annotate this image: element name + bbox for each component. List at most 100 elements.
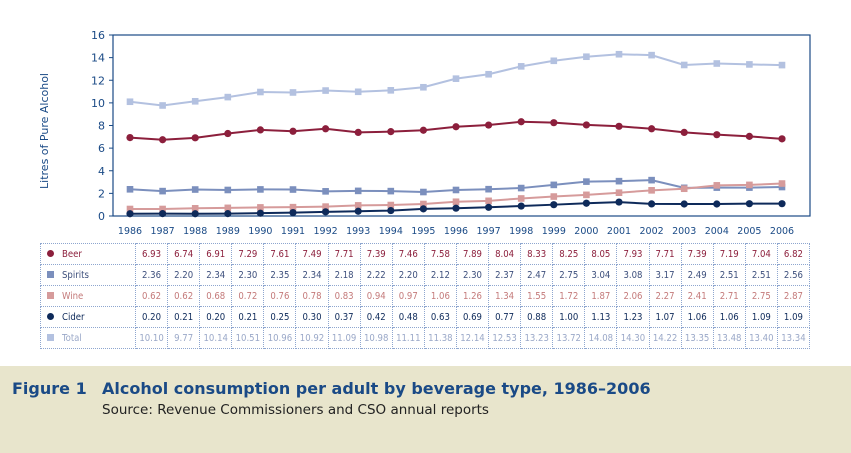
data-point [257, 126, 264, 133]
data-point [583, 53, 590, 60]
table-cell: 0.25 [264, 307, 296, 328]
series-name: Total [62, 333, 82, 344]
x-tick-label: 1997 [477, 226, 501, 237]
table-cell: 1.06 [713, 307, 745, 328]
x-tick-label: 2001 [607, 226, 631, 237]
data-point [485, 71, 492, 78]
y-tick-label: 8 [98, 120, 105, 133]
table-cell: 2.20 [168, 265, 200, 286]
table-cell: 14.22 [649, 328, 681, 349]
table-cell: 7.58 [424, 244, 456, 265]
table-cell: 1.34 [489, 286, 521, 307]
table-cell: 8.05 [585, 244, 617, 265]
data-point [648, 52, 655, 59]
data-point [452, 205, 459, 212]
table-cell: 6.93 [136, 244, 168, 265]
x-tick-label: 1988 [183, 226, 207, 237]
data-point [485, 204, 492, 211]
table-cell: 1.06 [424, 286, 456, 307]
table-cell: 2.36 [136, 265, 168, 286]
data-point [583, 121, 590, 128]
data-point [257, 210, 264, 217]
table-cell: 0.83 [328, 286, 360, 307]
table-cell: 2.30 [232, 265, 264, 286]
data-point [648, 200, 655, 207]
data-point [388, 87, 395, 94]
table-row: Beer 6.93 6.74 6.91 7.29 7.61 7.49 7.71 7.39 7.46… [41, 244, 810, 265]
x-tick-label: 1992 [314, 226, 338, 237]
data-point [192, 210, 199, 217]
chart-panel: 0 2 4 6 8 10 12 14 16 1986 1987 1988 1989 1990 1991 199… [0, 0, 851, 366]
data-point [746, 133, 753, 140]
data-point [550, 119, 557, 126]
data-point [681, 129, 688, 136]
table-cell: 2.87 [777, 286, 809, 307]
square-marker-icon [47, 292, 54, 299]
data-point [420, 189, 427, 196]
figure-source: Source: Revenue Commissioners and CSO an… [102, 402, 489, 418]
x-tick-label: 1999 [542, 226, 566, 237]
table-cell: 13.23 [521, 328, 553, 349]
data-point [290, 89, 297, 96]
data-point [518, 118, 525, 125]
table-row: Wine 0.62 0.62 0.68 0.72 0.76 0.78 0.83 0.94 0.97… [41, 286, 810, 307]
table-cell: 7.89 [456, 244, 488, 265]
table-cell: 13.40 [745, 328, 777, 349]
data-point [583, 178, 590, 185]
table-cell: 0.20 [200, 307, 232, 328]
series-name: Spirits [62, 270, 89, 281]
data-point [355, 208, 362, 215]
table-cell: 1.09 [745, 307, 777, 328]
square-marker-icon [47, 334, 54, 341]
data-point [485, 186, 492, 193]
table-row: Total 10.10 9.77 10.14 10.51 10.96 10.92 11.09 1… [41, 328, 810, 349]
x-tick-label: 1990 [248, 226, 272, 237]
x-tick-label: 1998 [509, 226, 533, 237]
x-tick-label: 1996 [444, 226, 468, 237]
table-cell: 3.17 [649, 265, 681, 286]
data-point [225, 187, 232, 194]
table-cell: 0.37 [328, 307, 360, 328]
table-cell: 0.76 [264, 286, 296, 307]
row-label: Total [41, 328, 136, 349]
data-point [355, 188, 362, 195]
table-cell: 0.21 [232, 307, 264, 328]
data-point [551, 57, 558, 64]
table-cell: 10.96 [264, 328, 296, 349]
figure-label: Figure 1 [12, 379, 87, 398]
table-cell: 1.06 [681, 307, 713, 328]
table-cell: 2.22 [360, 265, 392, 286]
table-cell: 2.12 [424, 265, 456, 286]
line-chart: 0 2 4 6 8 10 12 14 16 1986 1987 1988 1989 1990 1991 199… [0, 0, 851, 243]
series-name: Cider [62, 312, 85, 323]
x-tick-label: 2002 [640, 226, 664, 237]
data-point [126, 210, 133, 217]
table-cell: 2.51 [745, 265, 777, 286]
table-cell: 0.48 [392, 307, 424, 328]
table-cell: 13.48 [713, 328, 745, 349]
data-point [583, 192, 590, 199]
data-point [551, 193, 558, 200]
table-cell: 1.07 [649, 307, 681, 328]
table-cell: 7.61 [264, 244, 296, 265]
data-point [192, 134, 199, 141]
table-cell: 0.30 [296, 307, 328, 328]
data-point [355, 129, 362, 136]
table-cell: 2.30 [456, 265, 488, 286]
table-cell: 2.56 [777, 265, 809, 286]
table-cell: 7.04 [745, 244, 777, 265]
data-point [387, 207, 394, 214]
data-point [779, 62, 786, 69]
data-point [388, 188, 395, 195]
table-cell: 0.63 [424, 307, 456, 328]
table-cell: 0.88 [521, 307, 553, 328]
data-point [681, 185, 688, 192]
data-point [224, 210, 231, 217]
data-point [192, 186, 199, 193]
data-point [746, 200, 753, 207]
data-point [257, 186, 264, 193]
row-label: Spirits [41, 265, 136, 286]
data-point [583, 200, 590, 207]
data-point [746, 182, 753, 189]
table-cell: 0.78 [296, 286, 328, 307]
